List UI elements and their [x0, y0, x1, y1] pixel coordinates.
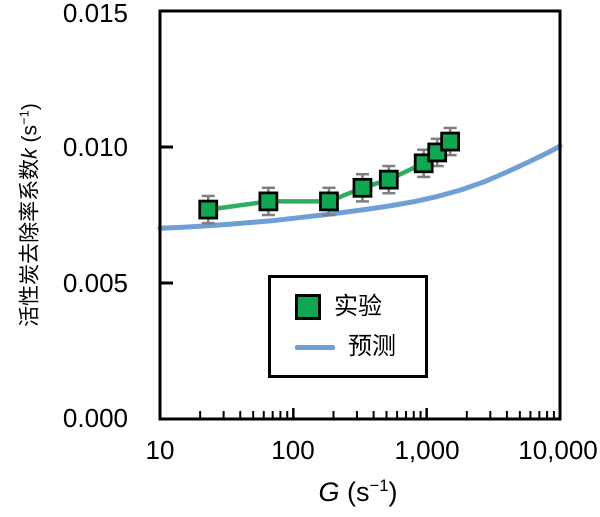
- x-axis-title: G (s−1): [318, 476, 398, 507]
- experiment-point: [378, 169, 399, 190]
- x-axis-unit: (s: [339, 477, 370, 507]
- prediction-marker-icon: [295, 344, 335, 350]
- experiment-point: [440, 131, 461, 152]
- experiment-marker-icon: [295, 293, 321, 320]
- x-axis-unit-exponent: −1: [369, 476, 389, 495]
- experiment-point: [198, 199, 219, 220]
- x-tick-label: 100: [271, 435, 315, 465]
- y-tick-label: 0.010: [62, 132, 128, 162]
- y-tick-label: 0.005: [62, 268, 128, 298]
- x-tick-label: 10,000: [518, 435, 598, 465]
- y-axis-unit: (s: [18, 125, 42, 149]
- experiment-point: [258, 191, 279, 212]
- x-axis-variable: G: [318, 477, 340, 507]
- plot-border: [158, 9, 562, 421]
- x-axis-unit-close: ): [388, 477, 398, 507]
- y-axis-title: 活性炭去除率系数k (s−1): [16, 103, 42, 327]
- y-axis-unit-close: ): [18, 103, 42, 111]
- legend-label-experiment: 实验: [334, 292, 382, 320]
- legend-label-prediction: 预测: [348, 333, 396, 361]
- y-tick-label: 0.000: [62, 403, 128, 433]
- legend: 实验 预测: [268, 275, 428, 378]
- legend-entry-experiment: 实验: [295, 292, 425, 320]
- experiment-point: [352, 177, 373, 198]
- x-tick-label: 1,000: [394, 435, 460, 465]
- y-axis-title-text: 活性炭去除率系数: [18, 158, 42, 327]
- legend-entry-prediction: 预测: [295, 335, 425, 359]
- y-axis-unit-exponent: −1: [16, 110, 32, 126]
- prediction-curve: [157, 143, 563, 231]
- y-tick-label: 0.015: [62, 0, 128, 28]
- experiment-point: [319, 191, 339, 212]
- x-tick-label: 10: [145, 435, 175, 465]
- y-axis-variable: k: [18, 148, 42, 159]
